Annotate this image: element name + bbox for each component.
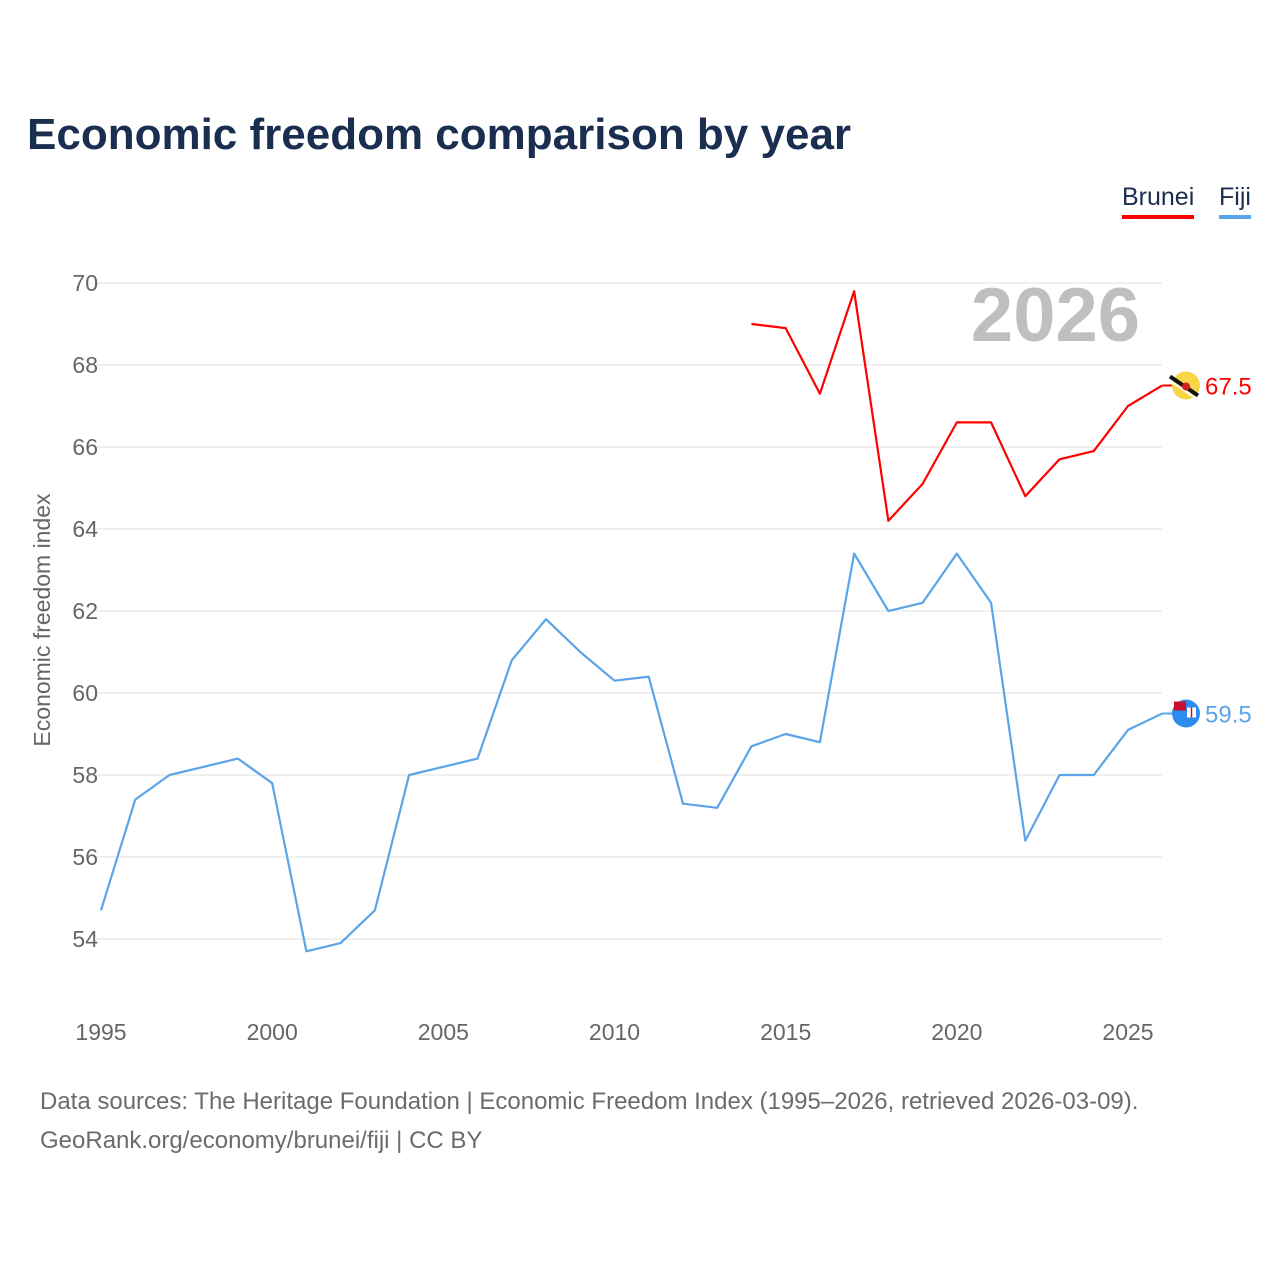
end-value-label-brunei: 67.5	[1205, 374, 1252, 401]
y-tick-label: 54	[72, 926, 98, 952]
y-axis-label: Economic freedom index	[29, 493, 55, 747]
x-tick-label: 2015	[760, 1019, 811, 1045]
x-tick-label: 1995	[75, 1019, 126, 1045]
credit: GeoRank.org/economy/brunei/fiji | CC BY	[40, 1127, 483, 1154]
y-tick-label: 68	[72, 352, 98, 378]
flag-crest	[1182, 382, 1190, 391]
x-tick-label: 2005	[418, 1019, 469, 1045]
year-watermark: 2026	[971, 273, 1140, 358]
y-tick-label: 70	[72, 270, 98, 296]
flag-stripe	[1170, 380, 1199, 401]
end-value-label-fiji: 59.5	[1205, 702, 1252, 729]
legend-fiji[interactable]: Fiji	[1219, 183, 1251, 219]
data-sources: Data sources: The Heritage Foundation | …	[40, 1088, 1139, 1115]
series-line-fiji	[99, 552, 1163, 953]
chart-title: Economic freedom comparison by year	[27, 110, 852, 159]
y-tick-label: 62	[72, 598, 98, 624]
x-tick-label: 2000	[247, 1019, 298, 1045]
y-tick-label: 60	[72, 680, 98, 706]
x-tick-label: 2020	[931, 1019, 982, 1045]
y-tick-label: 64	[72, 516, 98, 542]
series-line-brunei	[751, 290, 1163, 522]
y-tick-label: 56	[72, 844, 98, 870]
y-tick-label: 58	[72, 762, 98, 788]
x-tick-label: 2010	[589, 1019, 640, 1045]
flag-union	[1174, 701, 1186, 711]
y-tick-label: 66	[72, 434, 98, 460]
legend-brunei[interactable]: Brunei	[1122, 183, 1195, 219]
x-tick-label: 2025	[1102, 1019, 1153, 1045]
